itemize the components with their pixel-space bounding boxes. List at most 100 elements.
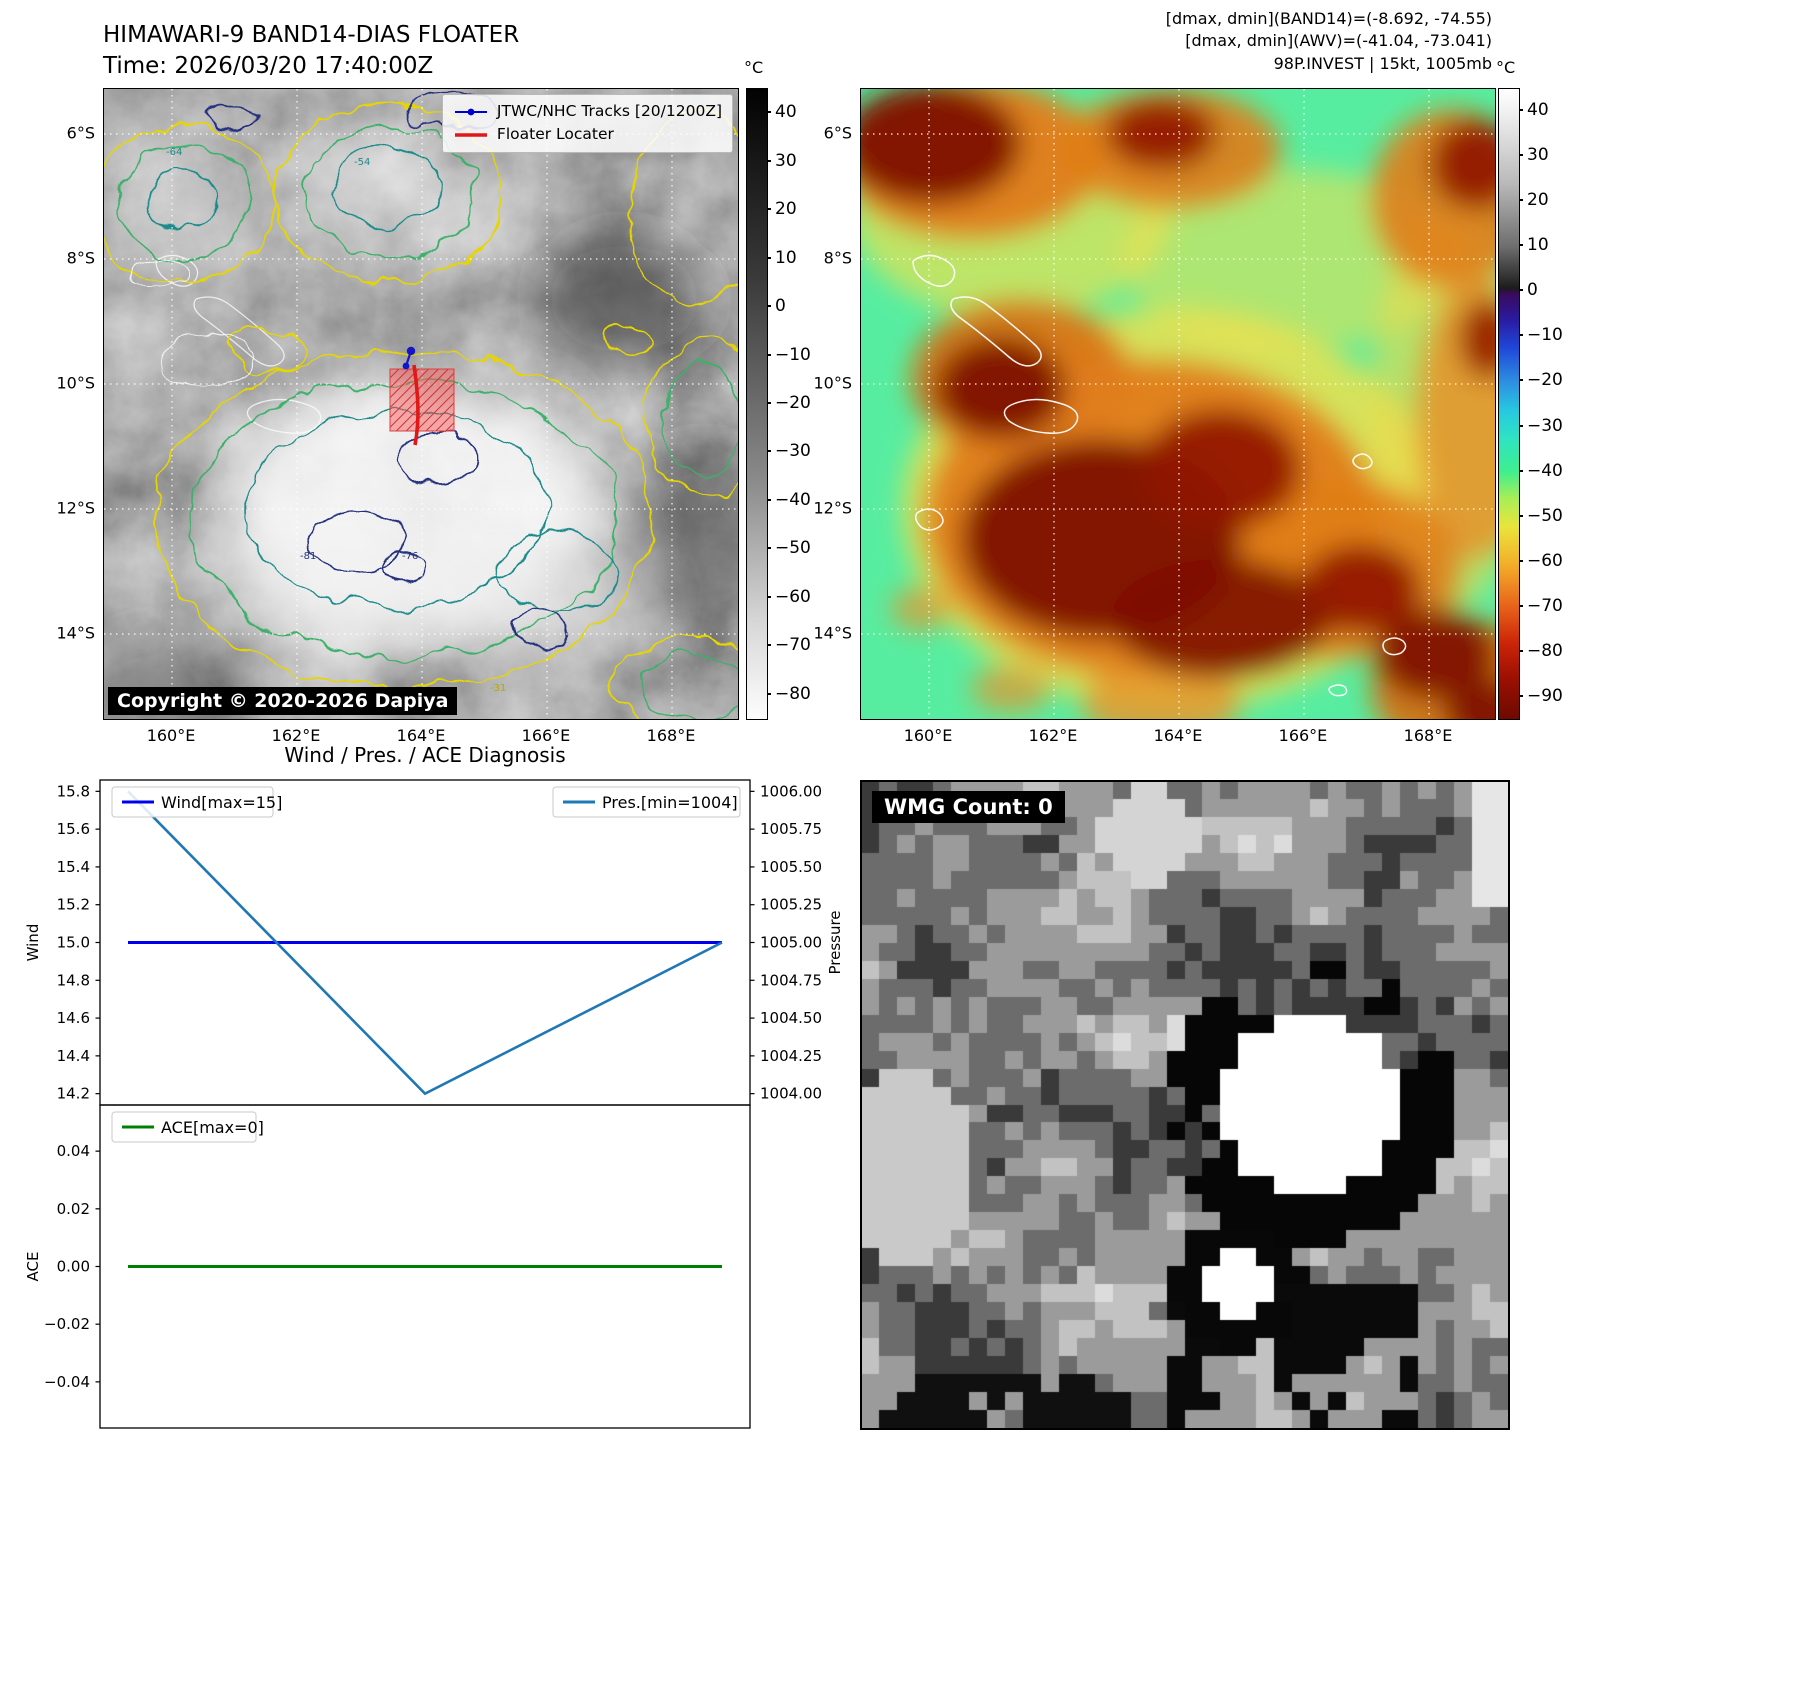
band14-colorbar-tick bbox=[767, 692, 771, 695]
ace-y-tick-label: 0.02 bbox=[57, 1200, 90, 1218]
band14-colorbar-tick bbox=[767, 450, 771, 453]
band14-lon-tick-label: 166°E bbox=[521, 726, 571, 745]
awv-map-image bbox=[861, 89, 1495, 719]
awv-colorbar-tick-label: −90 bbox=[1527, 685, 1563, 706]
legend-label-floater: Floater Locater bbox=[496, 125, 614, 144]
chart-legend-label: Pres.[min=1004] bbox=[602, 793, 738, 812]
band14-title-line1: HIMAWARI-9 BAND14-DIAS FLOATER bbox=[103, 22, 520, 48]
awv-colorbar bbox=[1498, 88, 1520, 720]
wind-pressure-y-tick-label: 15.8 bbox=[57, 782, 90, 800]
legend-row-tracks: JTWC/NHC Tracks [20/1200Z] bbox=[453, 100, 722, 123]
band14-map-image: -31 -54 -64 -76 -81 bbox=[104, 89, 738, 719]
awv-colorbar-tick-label: −40 bbox=[1527, 460, 1563, 481]
island-outlines bbox=[155, 254, 322, 434]
band14-colorbar-tick-label: 30 bbox=[775, 150, 797, 171]
ace-y-tick-label: 0.04 bbox=[57, 1142, 90, 1160]
subplot-frame bbox=[99, 1104, 751, 1429]
chart-legend-label: Wind[max=15] bbox=[161, 793, 282, 812]
wind-pressure-y-tick-label: 15.6 bbox=[57, 820, 90, 838]
band14-colorbar-tick bbox=[767, 353, 771, 356]
copyright-label: Copyright © 2020-2026 Dapiya bbox=[108, 687, 458, 715]
wind-pressure-left-axis-label: Wind bbox=[24, 924, 42, 962]
band14-colorbar-tick bbox=[767, 402, 771, 404]
band14-colorbar-tick bbox=[767, 159, 771, 162]
band14-colorbar-tick-label: −60 bbox=[775, 586, 811, 607]
band14-colorbar-tick-label: 40 bbox=[775, 102, 797, 123]
wind-pressure-right-tick-label: 1006.00 bbox=[760, 782, 822, 800]
band14-lat-tick-label: 14°S bbox=[56, 623, 95, 643]
legend-label-tracks: JTWC/NHC Tracks [20/1200Z] bbox=[496, 102, 722, 120]
awv-lon-tick-label: 168°E bbox=[1403, 726, 1453, 745]
band14-map: -31 -54 -64 -76 -81 JTWC/NHC Tracks [20/1200… bbox=[103, 88, 739, 720]
jtwc-track-point bbox=[406, 346, 416, 356]
awv-lat-tick-label: 6°S bbox=[823, 123, 852, 143]
wind-pressure-right-tick-label: 1005.25 bbox=[760, 896, 822, 914]
awv-colorbar-tick bbox=[1519, 649, 1523, 652]
contour-inline-label: -31 bbox=[490, 683, 506, 694]
awv-colorbar-tick bbox=[1519, 334, 1523, 337]
band14-colorbar-tick bbox=[767, 256, 771, 259]
awv-lat-tick-label: 14°S bbox=[813, 623, 852, 643]
wind-pressure-right-tick-label: 1005.50 bbox=[760, 858, 822, 876]
band14-lon-tick-label: 160°E bbox=[146, 726, 196, 745]
band14-lon-tick-label: 162°E bbox=[271, 726, 321, 745]
wind-pressure-right-tick-label: 1005.75 bbox=[760, 820, 822, 838]
legend-row-floater: Floater Locater bbox=[453, 123, 722, 146]
awv-colorbar-tick-label: −30 bbox=[1527, 415, 1563, 436]
awv-colorbar-tick bbox=[1519, 379, 1523, 382]
awv-lon-tick-label: 162°E bbox=[1028, 726, 1078, 745]
band14-colorbar-tick bbox=[767, 305, 771, 308]
band14-colorbar-tick bbox=[767, 547, 771, 550]
chart-legend-label: ACE[max=0] bbox=[161, 1118, 264, 1137]
contour-inline-label: -81 bbox=[300, 551, 316, 562]
contour-level-white bbox=[133, 254, 253, 388]
awv-colorbar-tick bbox=[1519, 199, 1523, 202]
band14-colorbar-tick-label: 20 bbox=[775, 199, 797, 220]
awv-header: [dmax, dmin](BAND14)=(-8.692, -74.55) [d… bbox=[1000, 8, 1492, 75]
awv-colorbar-tick-label: −70 bbox=[1527, 595, 1563, 616]
awv-colorbar-tick-label: 30 bbox=[1527, 145, 1549, 166]
awv-colorbar-tick-label: 20 bbox=[1527, 190, 1549, 211]
band14-lat-tick-label: 6°S bbox=[66, 123, 95, 143]
awv-map bbox=[860, 88, 1496, 720]
floater-target-box bbox=[389, 368, 455, 432]
ace-y-tick-label: 0.00 bbox=[57, 1258, 90, 1276]
wind-pressure-y-tick-label: 14.6 bbox=[57, 1009, 90, 1027]
awv-lon-tick-label: 166°E bbox=[1278, 726, 1328, 745]
awv-colorbar-tick-label: −10 bbox=[1527, 325, 1563, 346]
band14-colorbar-tick bbox=[767, 111, 771, 114]
awv-colorbar-unit: °C bbox=[1496, 58, 1516, 77]
band14-colorbar bbox=[746, 88, 768, 720]
chart-legend bbox=[111, 1111, 257, 1143]
floater-line-icon bbox=[454, 133, 487, 137]
band14-colorbar-tick-label: −10 bbox=[775, 344, 811, 365]
cloud-masses bbox=[104, 127, 738, 719]
band14-colorbar-tick-label: −70 bbox=[775, 635, 811, 656]
band14-lat-tick-label: 8°S bbox=[66, 248, 95, 268]
wind-pressure-y-tick-label: 15.4 bbox=[57, 858, 90, 876]
awv-header-line3: 98P.INVEST | 15kt, 1005mb bbox=[1273, 53, 1492, 73]
awv-header-line1: [dmax, dmin](BAND14)=(-8.692, -74.55) bbox=[1165, 9, 1492, 28]
diagnosis-title: Wind / Pres. / ACE Diagnosis bbox=[284, 743, 565, 767]
awv-colorbar-tick-label: −60 bbox=[1527, 550, 1563, 571]
awv-lon-tick-label: 160°E bbox=[903, 726, 953, 745]
ace-y-tick-label: −0.02 bbox=[44, 1315, 90, 1333]
awv-lon-tick-label: 164°E bbox=[1153, 726, 1203, 745]
band14-colorbar-tick bbox=[767, 644, 771, 647]
awv-colorbar-tick bbox=[1519, 289, 1523, 292]
awv-cloud-blobs bbox=[861, 89, 1495, 719]
awv-colorbar-tick bbox=[1519, 154, 1523, 157]
awv-lat-tick-label: 8°S bbox=[823, 248, 852, 268]
wind-pressure-right-tick-label: 1005.00 bbox=[760, 934, 822, 952]
band14-colorbar-unit: °C bbox=[744, 58, 764, 77]
series-line-pres. bbox=[127, 790, 723, 1096]
awv-colorbar-tick bbox=[1519, 559, 1523, 562]
wind-pressure-y-tick-label: 14.8 bbox=[57, 971, 90, 989]
graticule bbox=[861, 89, 1495, 719]
floater-locater-line bbox=[412, 364, 420, 446]
band14-legend: JTWC/NHC Tracks [20/1200Z] Floater Locat… bbox=[441, 94, 733, 153]
awv-colorbar-tick-label: 40 bbox=[1527, 100, 1549, 121]
band14-colorbar-tick bbox=[767, 498, 771, 501]
awv-lat-tick-label: 10°S bbox=[813, 373, 852, 393]
